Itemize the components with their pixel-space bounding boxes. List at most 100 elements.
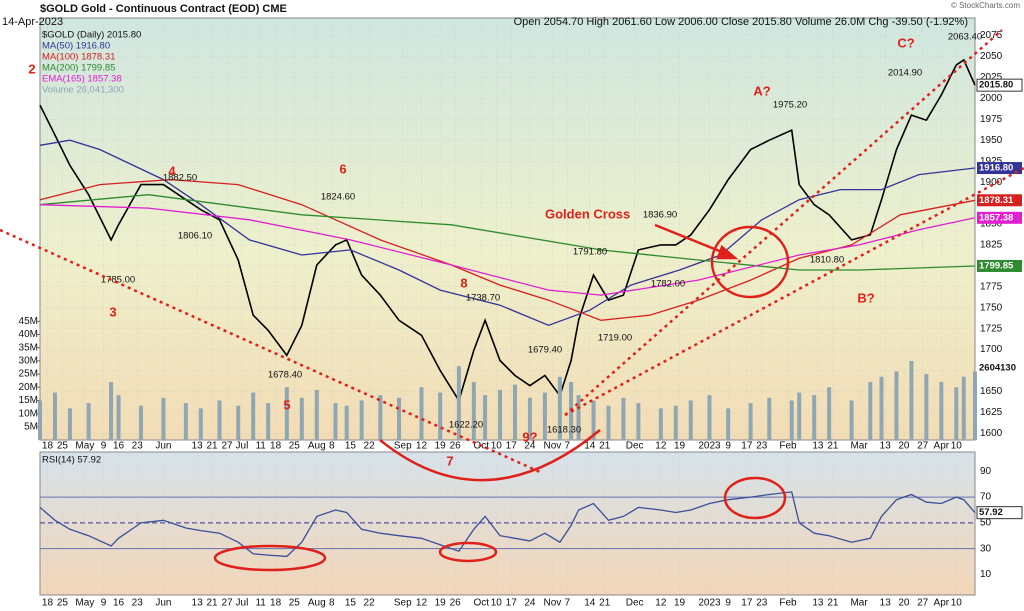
price-annotation: 1679.40 bbox=[528, 345, 562, 356]
volume-bar bbox=[198, 408, 203, 440]
quote: Open 2054.70 High 2061.60 Low 2006.00 Cl… bbox=[514, 16, 968, 28]
x-tick-label: Feb bbox=[779, 598, 797, 609]
wave-label: 7 bbox=[446, 453, 453, 468]
volume-bar bbox=[973, 371, 977, 440]
y-tick-label: 1775 bbox=[980, 281, 1003, 292]
x-tick-label: 25 bbox=[289, 598, 301, 609]
last-value-label: 1916.80 bbox=[979, 163, 1013, 174]
x-tick-label: May bbox=[75, 598, 94, 609]
y2-tick-label: 15M bbox=[19, 395, 38, 406]
last-value-box bbox=[977, 259, 1022, 272]
trend-line bbox=[0, 228, 541, 474]
legend-entry: Volume 26,041,300 bbox=[42, 85, 124, 96]
price-annotation: 1719.00 bbox=[598, 333, 632, 344]
x-tick-label: 8 bbox=[329, 598, 335, 609]
legend-entry: RSI(14) 57.92 bbox=[42, 455, 101, 466]
x-tick-label: 27 bbox=[221, 441, 233, 452]
wave-label: 2 bbox=[28, 61, 35, 76]
last-value-label: 1857.38 bbox=[979, 212, 1013, 223]
y-tick-label: 1850 bbox=[980, 219, 1003, 230]
x-tick-label: 18 bbox=[42, 598, 54, 609]
x-tick-label: 7 bbox=[565, 441, 571, 452]
series-line bbox=[39, 491, 976, 558]
arrow bbox=[654, 223, 733, 258]
price-annotation: 1618.30 bbox=[547, 425, 581, 436]
volume-bar bbox=[378, 395, 383, 440]
y-tick-label: 1900 bbox=[980, 177, 1003, 188]
volume-bar bbox=[217, 400, 222, 440]
circle bbox=[213, 544, 327, 572]
y2-tick-label: 45M bbox=[19, 316, 38, 327]
x-tick-label: 27 bbox=[917, 441, 929, 452]
volume-bar bbox=[606, 405, 611, 440]
series-line bbox=[39, 194, 976, 271]
last-value-box bbox=[977, 194, 1022, 207]
y-tick-label: 50 bbox=[980, 517, 992, 528]
x-tick-label: Mar bbox=[850, 441, 868, 452]
volume-bar bbox=[879, 376, 884, 440]
y-tick-label: 1625 bbox=[980, 407, 1003, 418]
volume-bar bbox=[456, 366, 461, 440]
x-tick-label: 10 bbox=[491, 598, 503, 609]
x-tick-label: 2023 bbox=[698, 598, 721, 609]
x-tick-label: 2023 bbox=[698, 441, 721, 452]
x-tick-label: Oct bbox=[474, 598, 490, 609]
circle bbox=[438, 541, 498, 563]
volume-bar bbox=[961, 376, 966, 440]
x-tick-label: 22 bbox=[364, 441, 376, 452]
wave-label: 5 bbox=[283, 397, 290, 412]
y-tick-label: 70 bbox=[980, 492, 992, 503]
last-value-box bbox=[976, 78, 1023, 92]
trend-line bbox=[564, 29, 1003, 416]
y-tick-label: 2025 bbox=[980, 72, 1003, 83]
volume-bar bbox=[138, 405, 143, 440]
x-tick-label: 13 bbox=[812, 598, 824, 609]
y-tick-label: 1650 bbox=[980, 386, 1003, 397]
x-tick-label: 27 bbox=[221, 598, 233, 609]
series-line bbox=[39, 204, 976, 296]
callout: Golden Cross bbox=[545, 206, 630, 221]
volume-bar bbox=[621, 397, 626, 440]
x-tick-label: 25 bbox=[289, 441, 301, 452]
x-tick-label: 23 bbox=[756, 441, 768, 452]
y2-tick-label: 5M bbox=[24, 421, 38, 432]
price-annotation: 1824.60 bbox=[321, 192, 355, 203]
x-tick-label: Nov bbox=[543, 598, 561, 609]
y-tick-label: 1925 bbox=[980, 156, 1003, 167]
last-value-box bbox=[977, 162, 1022, 175]
volume-bar bbox=[673, 405, 678, 440]
x-tick-label: 21 bbox=[206, 598, 218, 609]
volume-bar bbox=[483, 395, 488, 440]
wave-label: 3 bbox=[109, 304, 116, 319]
price-annotation: 1810.80 bbox=[810, 255, 844, 266]
circle bbox=[710, 225, 790, 299]
arc bbox=[379, 429, 601, 482]
x-tick-label: 17 bbox=[741, 441, 753, 452]
volume-bar bbox=[333, 403, 338, 440]
volume-bar bbox=[767, 397, 772, 440]
x-tick-label: 10 bbox=[951, 598, 963, 609]
x-tick-label: 10 bbox=[951, 441, 963, 452]
volume-bar bbox=[471, 381, 476, 440]
volume-bar bbox=[86, 403, 91, 440]
x-tick-label: 19 bbox=[674, 441, 686, 452]
x-tick-label: Sep bbox=[394, 598, 412, 609]
x-tick-label: 14 bbox=[584, 441, 596, 452]
price-annotation: 1882.50 bbox=[163, 173, 197, 184]
price-annotation: 1622.20 bbox=[449, 420, 483, 431]
x-tick-label: 27 bbox=[917, 598, 929, 609]
legend-entry: MA(200) 1799.85 bbox=[42, 63, 115, 74]
x-tick-label: 15 bbox=[345, 441, 357, 452]
x-tick-label: 15 bbox=[345, 598, 357, 609]
volume-bar bbox=[849, 400, 854, 440]
x-tick-label: Jun bbox=[155, 441, 171, 452]
x-tick-label: Jul bbox=[236, 598, 249, 609]
x-tick-label: 13 bbox=[880, 441, 892, 452]
volume-bar bbox=[38, 400, 42, 440]
volume-bar bbox=[161, 397, 166, 440]
x-tick-label: 9 bbox=[725, 598, 731, 609]
arrow-head bbox=[716, 244, 739, 260]
x-tick-label: 20 bbox=[898, 441, 910, 452]
legend-entry: MA(50) 1916.80 bbox=[42, 41, 110, 52]
x-tick-label: 16 bbox=[113, 598, 125, 609]
